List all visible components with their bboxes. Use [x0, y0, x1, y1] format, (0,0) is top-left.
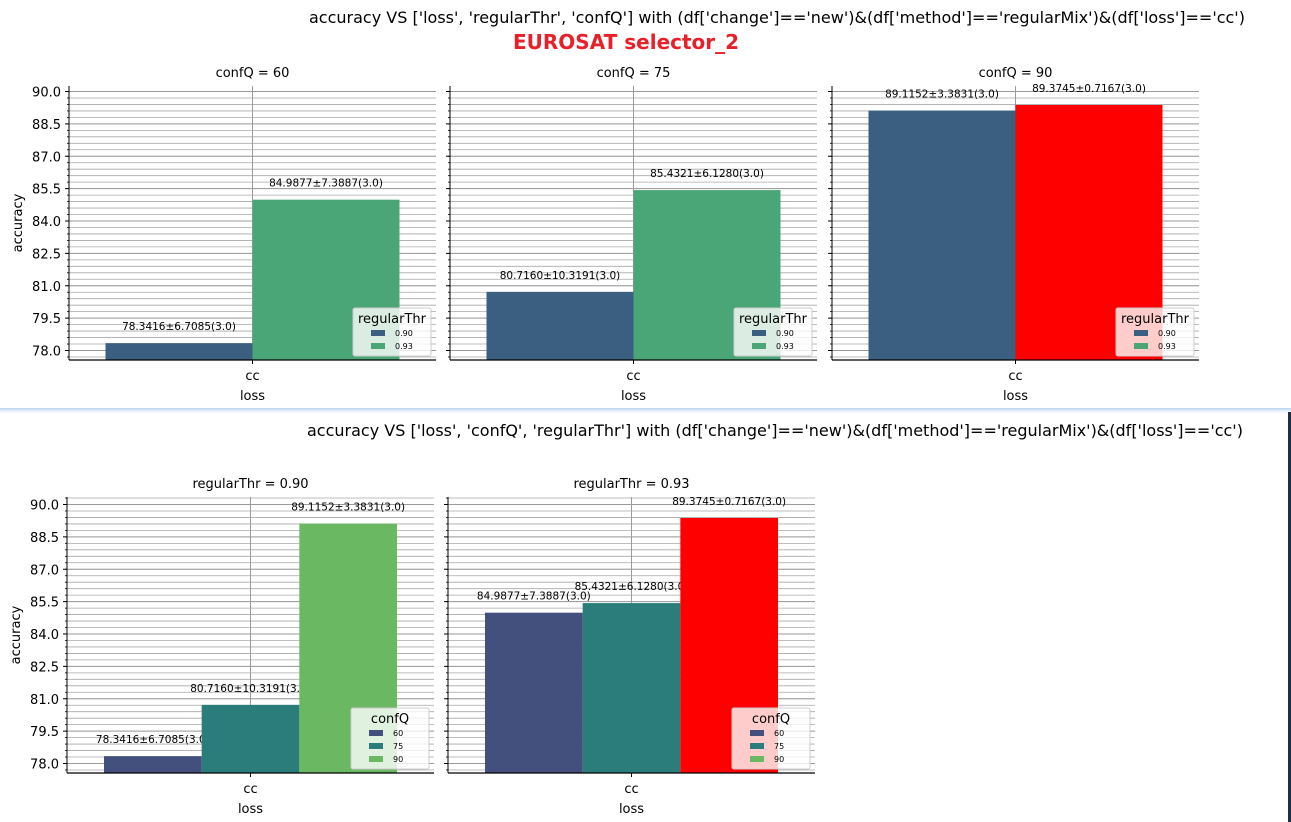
y-tick-label: 87.0 [32, 150, 61, 165]
bar-value-label: 80.7160±10.3191(3.0) [190, 683, 311, 695]
x-tick-label: cc [626, 369, 640, 384]
legend-box [350, 707, 430, 770]
bar-value-label: 78.3416±6.7085(3.0) [122, 321, 236, 333]
legend-swatch [752, 343, 766, 349]
bar-value-label: 89.1152±3.3831(3.0) [291, 502, 405, 514]
bar-60 [485, 612, 583, 773]
bar-0.90 [486, 291, 634, 360]
y-tick-label: 85.5 [32, 183, 61, 198]
legend-title: regularThr [358, 312, 427, 327]
legend-label: 0.90 [776, 329, 794, 338]
panel-title: confQ = 60 [216, 66, 290, 81]
x-axis-label: loss [238, 802, 263, 817]
panel-title: confQ = 90 [979, 66, 1053, 81]
legend-label: 60 [774, 729, 784, 738]
bar-75 [582, 603, 681, 773]
figure-2-title: accuracy VS ['loss', 'confQ', 'regularTh… [307, 421, 1243, 440]
legend-label: 0.93 [395, 342, 413, 351]
y-tick-label: 79.5 [30, 725, 59, 740]
legend-label: 0.90 [395, 329, 413, 338]
legend-swatch [750, 743, 764, 749]
legend-label: 60 [393, 729, 403, 738]
legend-swatch [369, 743, 383, 749]
legend-label: 75 [393, 742, 403, 751]
x-axis-label: loss [619, 802, 644, 817]
legend-swatch [1134, 330, 1148, 336]
legend-swatch [371, 343, 385, 349]
legend-swatch [371, 330, 385, 336]
x-axis-label: loss [621, 389, 646, 404]
bar-0.90 [868, 110, 1016, 361]
legend-label: 0.93 [776, 342, 794, 351]
x-tick-label: cc [243, 782, 257, 797]
y-tick-label: 78.0 [30, 758, 59, 773]
legend-title: confQ [371, 712, 409, 727]
figure-divider [0, 408, 1291, 414]
bar-value-label: 78.3416±6.7085(3.0) [96, 734, 210, 746]
legend-label: 0.90 [1158, 329, 1176, 338]
bar-0.90 [105, 343, 253, 360]
legend-swatch [750, 756, 764, 762]
bar-value-label: 85.4321±6.1280(3.0) [575, 581, 689, 593]
legend-swatch [369, 756, 383, 762]
bar-value-label: 84.9877±7.3887(3.0) [477, 591, 591, 603]
legend-swatch [1134, 343, 1148, 349]
legend-title: confQ [752, 712, 790, 727]
legend-label: 90 [774, 755, 784, 764]
x-tick-label: cc [624, 782, 638, 797]
y-tick-label: 81.0 [32, 280, 61, 295]
bar-value-label: 89.3745±0.7167(3.0) [672, 496, 786, 508]
bar-value-label: 85.4321±6.1280(3.0) [650, 168, 764, 180]
bar-value-label: 84.9877±7.3887(3.0) [269, 178, 383, 190]
y-axis-label: accuracy [9, 605, 24, 664]
legend-box [731, 707, 811, 770]
legend-label: 0.93 [1158, 342, 1176, 351]
bar-value-label: 89.3745±0.7167(3.0) [1032, 83, 1146, 95]
bar-60 [104, 756, 202, 773]
legend-swatch [752, 330, 766, 336]
y-tick-label: 87.0 [30, 563, 59, 578]
y-tick-label: 90.0 [30, 499, 59, 514]
y-tick-label: 88.5 [32, 118, 61, 133]
y-tick-label: 82.5 [32, 247, 61, 262]
bar-75 [201, 704, 300, 773]
legend-title: regularThr [1121, 312, 1190, 327]
y-tick-label: 82.5 [30, 660, 59, 675]
figure-1-title: accuracy VS ['loss', 'regularThr', 'conf… [309, 8, 1245, 27]
legend-swatch [750, 730, 764, 736]
y-axis-label: accuracy [11, 193, 26, 252]
bar-value-label: 80.7160±10.3191(3.0) [500, 270, 621, 282]
y-tick-label: 84.0 [30, 628, 59, 643]
x-tick-label: cc [245, 369, 259, 384]
legend-label: 90 [393, 755, 403, 764]
x-axis-label: loss [240, 389, 265, 404]
y-tick-label: 84.0 [32, 215, 61, 230]
panel-title: confQ = 75 [597, 66, 671, 81]
y-tick-label: 78.0 [32, 345, 61, 360]
y-tick-label: 79.5 [32, 312, 61, 327]
panel-title: regularThr = 0.90 [192, 477, 308, 492]
window-edge [1288, 412, 1291, 822]
bar-value-label: 89.1152±3.3831(3.0) [885, 89, 999, 101]
figure-1-subtitle: EUROSAT selector_2 [513, 30, 740, 54]
x-tick-label: cc [1008, 369, 1022, 384]
y-tick-label: 88.5 [30, 531, 59, 546]
y-tick-label: 85.5 [30, 596, 59, 611]
legend-swatch [369, 730, 383, 736]
y-tick-label: 81.0 [30, 693, 59, 708]
y-tick-label: 90.0 [32, 86, 61, 101]
x-axis-label: loss [1003, 389, 1028, 404]
panel-title: regularThr = 0.93 [573, 477, 689, 492]
legend-title: regularThr [739, 312, 808, 327]
legend-label: 75 [774, 742, 784, 751]
